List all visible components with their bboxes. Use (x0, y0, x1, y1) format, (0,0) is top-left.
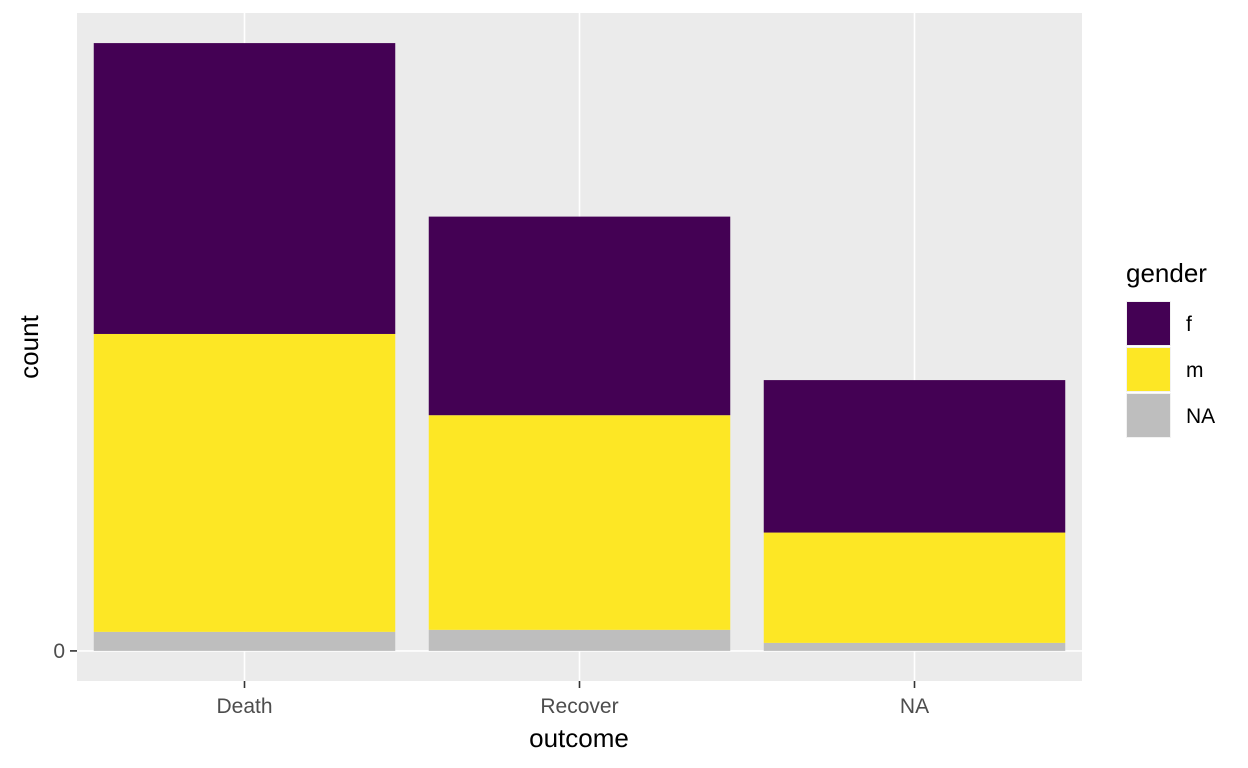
legend-label: m (1186, 359, 1204, 382)
x-tick-label: Recover (540, 695, 618, 718)
bar-segment (763, 532, 1066, 643)
bar-segment (763, 642, 1066, 651)
legend-label: NA (1186, 405, 1215, 428)
y-tick-label: 0 (53, 640, 65, 663)
y-axis: 0 (53, 640, 77, 663)
bar-segment (93, 333, 396, 632)
x-axis-title: outcome (529, 723, 629, 753)
legend-title: gender (1126, 258, 1207, 288)
bar-segment (93, 43, 396, 334)
bar-segment (428, 629, 731, 651)
y-axis-title: count (14, 314, 44, 378)
x-tick-label: NA (900, 695, 929, 718)
legend-swatch (1127, 302, 1170, 345)
x-axis: Death Recover NA (216, 681, 929, 718)
legend-label: f (1186, 313, 1192, 336)
legend-swatch (1127, 394, 1170, 437)
bar-segment (93, 631, 396, 651)
x-tick-label: Death (216, 695, 272, 718)
legend: gender fm NA (1126, 258, 1215, 438)
bar-segment (763, 380, 1066, 533)
bar-segment (428, 415, 731, 630)
bars (93, 43, 1066, 651)
bar-segment (428, 216, 731, 416)
legend-swatch (1127, 348, 1170, 391)
